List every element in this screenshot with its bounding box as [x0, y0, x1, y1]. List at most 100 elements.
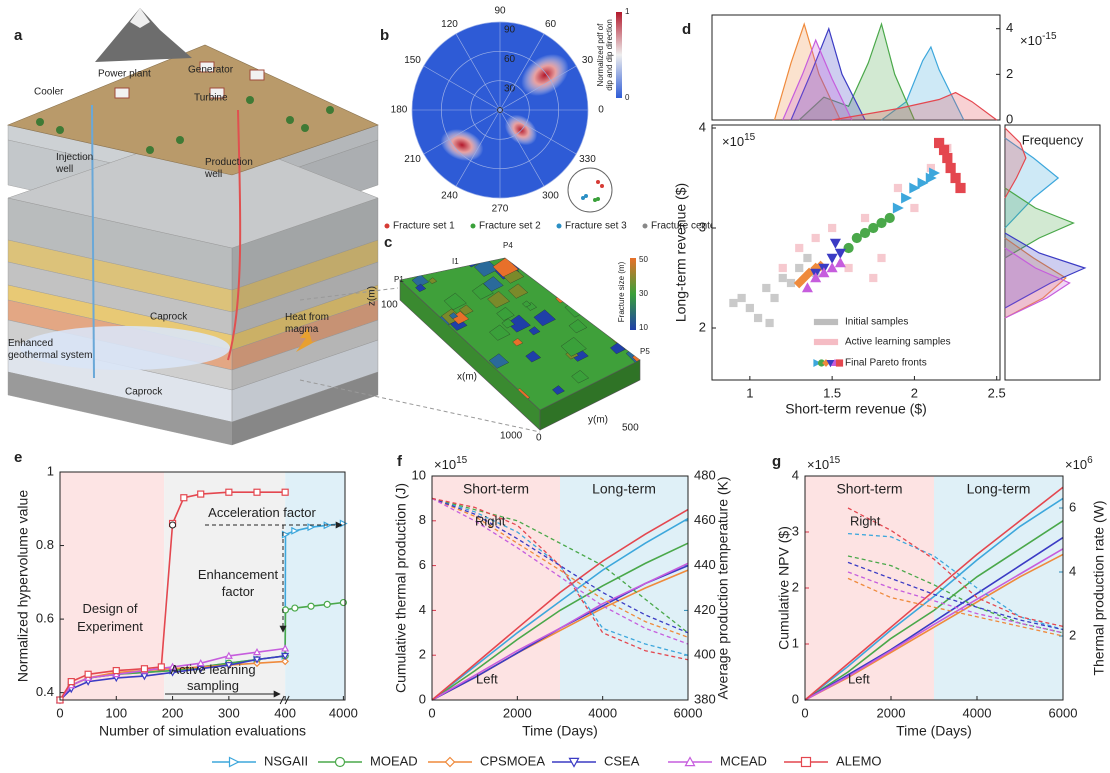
y2-tick-label: 2	[1069, 627, 1076, 642]
x-axis-label: Short-term revenue ($)	[785, 401, 927, 417]
angle-tick-label: 300	[542, 190, 559, 201]
y2-axis-label: Thermal production rate (W)	[1091, 500, 1107, 675]
panel-g: g020004000600001234246Time (Days)Cumulat…	[772, 453, 1107, 739]
legend-label: Initial samples	[845, 317, 908, 328]
label-line: Enhanced	[8, 338, 53, 349]
label: Turbine	[194, 93, 228, 104]
angle-tick-label: 270	[492, 204, 509, 215]
label: Caprock	[150, 312, 188, 323]
tree	[176, 136, 184, 144]
exponent-power: 15	[744, 132, 756, 143]
label: Caprock	[125, 387, 163, 398]
fracture	[578, 305, 592, 316]
exponent-base: ×10	[1065, 457, 1087, 472]
panel-label: g	[772, 453, 781, 470]
annotation: Left	[476, 671, 498, 686]
x-tick-label: 1	[746, 385, 753, 400]
marker	[827, 320, 832, 325]
y2-axis-label: Average production temperature (K)	[715, 476, 731, 699]
inset-point	[584, 194, 588, 198]
y2-tick-label: 6	[1069, 499, 1076, 514]
colorbar-tick-label: 1	[625, 7, 630, 16]
fracture	[564, 288, 589, 307]
y-tick-label: 2	[792, 579, 799, 594]
annotation-line: factor	[222, 584, 255, 599]
label-line: Injection	[56, 152, 93, 163]
marker	[771, 295, 778, 302]
y-tick-label: 10	[412, 467, 426, 482]
fracture	[419, 387, 439, 402]
x-tick-label: 6000	[1049, 705, 1078, 720]
region	[934, 476, 1063, 700]
tree	[36, 118, 44, 126]
fracture	[557, 277, 569, 286]
annotation: Left	[848, 671, 870, 686]
x-tick-label: 1.5	[823, 385, 841, 400]
marker	[796, 245, 803, 252]
marker	[324, 601, 330, 607]
region-label: Long-term	[592, 481, 656, 497]
angle-tick-label: 180	[391, 105, 408, 116]
exponent-power: 15	[829, 455, 841, 466]
angle-tick-label: 210	[404, 154, 421, 165]
angle-tick-label: 330	[579, 154, 596, 165]
angle-tick-label: 0	[598, 105, 604, 116]
marker	[827, 340, 832, 345]
fracture	[419, 360, 442, 377]
marker	[844, 244, 853, 253]
exponent-base: ×10	[807, 457, 829, 472]
x-axis-label: Time (Days)	[896, 723, 972, 739]
colorbar-label: Fracture size (m)	[617, 261, 626, 322]
exponent: ×10-15	[1020, 31, 1057, 49]
radial-tick-label: 90	[504, 25, 516, 36]
label-line: Heat from	[285, 312, 329, 323]
angle-tick-label: 30	[582, 55, 594, 66]
y-tick-label: 6	[419, 557, 426, 572]
y-axis-label: Normalized hypervolume value	[15, 490, 31, 682]
y-tick-label: 4	[699, 119, 706, 134]
exponent-power: -15	[1042, 31, 1057, 42]
marker	[815, 340, 820, 345]
x-tick-label: 2000	[503, 705, 532, 720]
marker	[943, 154, 952, 163]
y-tick-label: 2	[699, 319, 706, 334]
marker	[763, 285, 770, 292]
marker	[869, 224, 878, 233]
annotation-line: sampling	[187, 678, 239, 693]
fracture	[549, 261, 566, 274]
marker	[833, 340, 838, 345]
x-axis-label: Number of simulation evaluations	[99, 723, 306, 739]
marker	[956, 184, 965, 193]
marker	[446, 758, 455, 767]
region-label: Short-term	[463, 481, 529, 497]
point-label: I1	[452, 257, 459, 266]
marker	[802, 758, 811, 767]
label-line: well	[204, 169, 222, 180]
marginal-title: Frequency	[1022, 132, 1084, 147]
tree	[246, 96, 254, 104]
annotation-dot	[170, 522, 176, 528]
marker	[766, 320, 773, 327]
legend-marker	[643, 224, 648, 229]
fracture	[475, 256, 484, 263]
fracture	[605, 397, 620, 408]
exponent-power: 6	[1087, 455, 1093, 466]
fracture	[451, 355, 462, 363]
x-tick-label: 0	[56, 705, 63, 720]
legend-label: CPSMOEA	[480, 753, 545, 768]
marker	[113, 668, 119, 674]
marker	[862, 215, 869, 222]
label: Generator	[188, 65, 234, 76]
marker	[198, 491, 204, 497]
x-tick-label: 4000	[963, 705, 992, 720]
annotation-line: Experiment	[77, 619, 143, 634]
marker	[812, 235, 819, 242]
panel-f: f02000400060000246810380400420440460480T…	[393, 453, 731, 739]
figure: aPower plantGeneratorCoolerTurbineInject…	[0, 0, 1110, 773]
panel-label: e	[14, 449, 22, 466]
marker	[894, 185, 901, 192]
panel-c: c103050Fracture size (m)z(m)x(m)y(m)1001…	[367, 234, 651, 444]
y-tick-label: 1	[47, 463, 54, 478]
exponent-base: ×10	[434, 457, 456, 472]
colorbar	[616, 12, 622, 98]
